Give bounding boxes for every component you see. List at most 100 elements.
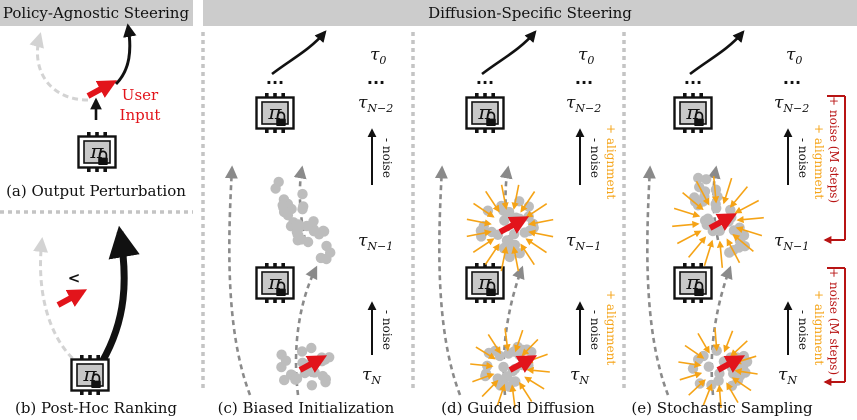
noise-label: - noise	[796, 310, 810, 350]
sample-dot	[689, 192, 700, 203]
tau-n: τN	[778, 365, 797, 387]
sample-dot	[302, 236, 314, 248]
faded-trajectory	[29, 32, 89, 102]
sample-dot	[306, 380, 318, 391]
alignment-ray	[672, 220, 700, 229]
sample-dot	[298, 201, 309, 212]
caption-a: (a) Output Perturbation	[6, 182, 186, 200]
less-than-symbol: <	[68, 269, 81, 287]
panel-e-stochastic-sampling: ... π π τ0 ... τN−2 - noise + alignment …	[631, 30, 846, 417]
sample-dot	[321, 253, 332, 265]
policy-symbol: π	[267, 100, 282, 124]
policy-symbol: π	[82, 362, 97, 386]
user-input-arrow	[508, 355, 538, 373]
alignment-label: + alignment	[604, 290, 618, 365]
sample-dot	[282, 210, 294, 221]
header-diffusion-specific: Diffusion-Specific Steering	[428, 4, 632, 22]
user-input-label-line2: Input	[120, 106, 161, 124]
tau-n-1: τN−1	[566, 231, 601, 253]
output-trajectory	[271, 30, 327, 76]
alignment-ray	[703, 239, 714, 267]
noise-m-steps-label: + noise (M steps)	[827, 96, 841, 203]
user-input-arrow	[56, 289, 88, 308]
sample-dot	[503, 348, 514, 359]
alignment-ray	[688, 379, 706, 396]
user-input-arrow	[298, 355, 328, 373]
user-input-arrow	[708, 213, 738, 231]
sample-dot	[277, 200, 288, 211]
tau-n-1: τN−1	[358, 231, 393, 253]
alignment-ray	[514, 329, 524, 353]
alignment-ray	[511, 184, 520, 210]
alignment-ray	[687, 236, 707, 258]
alignment-ray	[697, 332, 710, 354]
header-bar-right	[203, 0, 857, 26]
alignment-ray	[509, 384, 517, 408]
alignment-rays-top	[466, 184, 554, 272]
user-input-arrow	[716, 355, 746, 373]
alignment-ray	[470, 362, 494, 370]
alignment-ray	[485, 190, 500, 213]
alignment-ray	[736, 215, 764, 224]
dashed-trajectory	[642, 165, 670, 396]
sample-dot	[508, 229, 520, 240]
panel-d-guided-diffusion: ... π π τ0 ... τN−2 - noise + alignment …	[434, 30, 618, 417]
alignment-ray	[684, 344, 705, 359]
sample-dot	[524, 225, 535, 237]
noise-m-steps-label: + noise (M steps)	[827, 268, 841, 375]
alignment-ray	[729, 186, 749, 208]
alignment-ray	[712, 328, 720, 352]
tau-column: τ0 ... τN−2 - noise + alignment τN−1 - n…	[774, 45, 826, 387]
caption-b: (b) Post-Hoc Ranking	[15, 399, 177, 417]
sample-dot	[306, 342, 317, 354]
policy-symbol: π	[685, 100, 700, 124]
faded-trajectory	[33, 237, 81, 367]
policy-symbol: π	[477, 100, 492, 124]
noise-bracket-bottom: + noise (M steps)	[823, 267, 846, 386]
alignment-ray	[716, 240, 725, 268]
tau-column: τ0 ... τN−2 - noise + alignment τN−1 - n…	[566, 45, 618, 387]
policy-symbol: π	[477, 270, 492, 294]
output-trajectory	[481, 30, 537, 76]
alignment-ray	[678, 360, 702, 368]
alignment-ray	[521, 338, 539, 357]
alignment-ray	[500, 246, 509, 272]
dashed-trajectory	[710, 265, 733, 396]
sample-dot	[506, 244, 518, 255]
header-bar-left	[0, 0, 193, 26]
alignment-label: + alignment	[604, 124, 618, 199]
noise-label: - noise	[588, 138, 602, 178]
sample-dot	[693, 172, 704, 184]
alignment-ray	[503, 328, 511, 352]
sample-dot	[308, 226, 320, 237]
alignment-ray	[722, 177, 733, 205]
alignment-ray	[525, 203, 548, 218]
alignment-ray	[676, 230, 702, 245]
alignment-ray	[734, 199, 760, 214]
ellipsis-top: ...	[684, 69, 702, 88]
sample-dot	[517, 344, 528, 355]
alignment-ray	[466, 218, 492, 227]
sample-dot	[498, 361, 509, 373]
alignment-ray	[702, 383, 713, 406]
dashed-trajectory	[294, 265, 318, 396]
caption-d: (d) Guided Diffusion	[441, 399, 595, 417]
alignment-ray	[525, 238, 547, 254]
alignment-label: + alignment	[812, 124, 826, 199]
alignment-ray	[472, 238, 495, 253]
noise-label: - noise	[588, 310, 602, 350]
tau-0: τ0	[786, 45, 802, 67]
tau-n-2: τN−2	[566, 93, 601, 115]
panel-c-biased-initialization: ... π π τ0 ... τN−2 - noise τN−1 - noise…	[218, 30, 395, 417]
alignment-ray	[673, 207, 701, 218]
sample-dot	[693, 354, 704, 365]
alignment-ray	[472, 372, 495, 383]
noise-bracket-top: + noise (M steps)	[823, 95, 846, 244]
user-input-arrow	[86, 80, 118, 99]
output-trajectory	[689, 30, 745, 76]
tau-n-1: τN−1	[774, 231, 809, 253]
alignment-ray	[520, 191, 536, 213]
alignment-ray	[528, 229, 554, 238]
alignment-ray	[473, 202, 495, 218]
